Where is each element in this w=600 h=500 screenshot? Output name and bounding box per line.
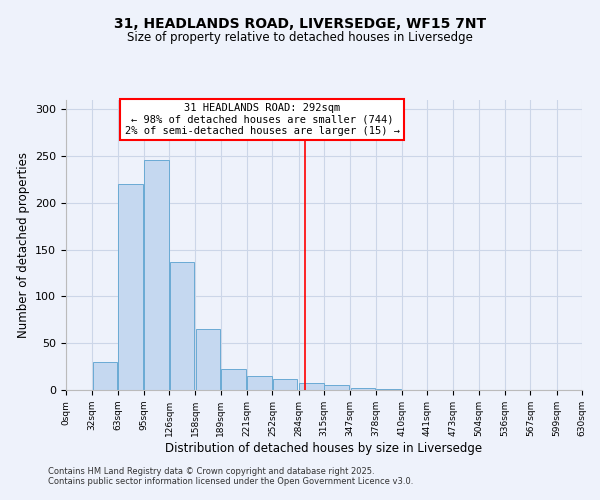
Bar (325, 386, 349, 390)
Bar (376, 389, 401, 390)
Bar (118, 184, 143, 390)
Bar (299, 382, 323, 390)
Bar (221, 370, 246, 390)
Y-axis label: Number of detached properties: Number of detached properties (17, 152, 29, 338)
Bar (350, 388, 375, 390)
Text: 31, HEADLANDS ROAD, LIVERSEDGE, WF15 7NT: 31, HEADLANDS ROAD, LIVERSEDGE, WF15 7NT (114, 18, 486, 32)
Bar (170, 262, 194, 390)
Bar (247, 376, 272, 390)
Bar (144, 160, 169, 390)
Text: Contains HM Land Registry data © Crown copyright and database right 2025.: Contains HM Land Registry data © Crown c… (48, 467, 374, 476)
Text: Contains public sector information licensed under the Open Government Licence v3: Contains public sector information licen… (48, 477, 413, 486)
Bar (196, 329, 220, 390)
Bar (92, 362, 117, 390)
X-axis label: Distribution of detached houses by size in Liversedge: Distribution of detached houses by size … (166, 442, 482, 454)
Bar (273, 379, 298, 390)
Text: 31 HEADLANDS ROAD: 292sqm
← 98% of detached houses are smaller (744)
2% of semi-: 31 HEADLANDS ROAD: 292sqm ← 98% of detac… (125, 103, 400, 136)
Text: Size of property relative to detached houses in Liversedge: Size of property relative to detached ho… (127, 31, 473, 44)
